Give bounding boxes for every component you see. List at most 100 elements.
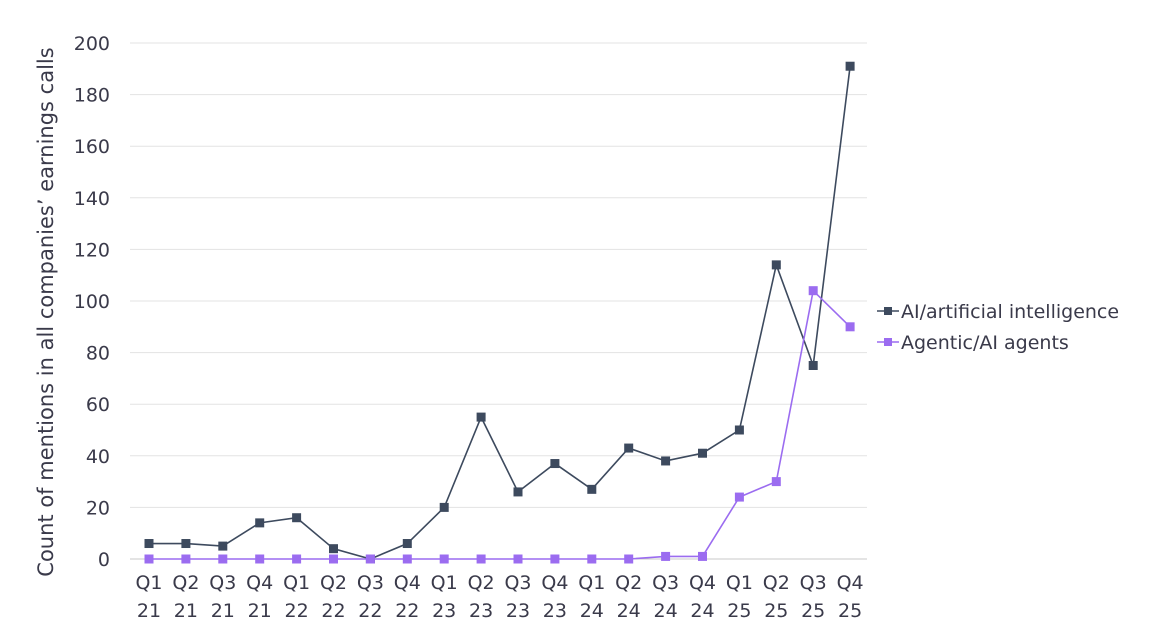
gridlines [130, 42, 867, 560]
x-tick-label-quarter: Q3 [209, 572, 236, 594]
x-tick-label-quarter: Q4 [541, 572, 568, 594]
x-axis-ticks: Q1 21 Q2 21 Q3 21 Q4 21 Q1 22 Q2 22 Q3 22 Q4 22 Q1 23 Q2 23… [135, 572, 863, 622]
data-point [771, 477, 781, 487]
x-tick-label-quarter: Q3 [504, 572, 531, 594]
x-tick-label-year: 21 [248, 600, 272, 622]
x-tick-label-year: 21 [211, 600, 235, 622]
y-tick-label: 60 [86, 394, 110, 416]
data-point [181, 554, 191, 564]
data-point [144, 554, 154, 564]
x-tick-label-quarter: Q4 [689, 572, 716, 594]
data-point [808, 361, 818, 370]
data-point [402, 554, 412, 564]
x-tick-label-year: 23 [543, 600, 567, 622]
x-tick-label-year: 22 [358, 600, 382, 622]
data-point [365, 554, 375, 564]
data-point [144, 539, 154, 549]
legend-marker [884, 338, 892, 346]
data-point [513, 554, 523, 564]
x-tick-label-quarter: Q2 [615, 572, 642, 594]
x-tick-label-year: 21 [137, 600, 161, 622]
x-tick-label-quarter: Q3 [800, 572, 827, 594]
legend: AI/artificial intelligence Agentic/AI age… [877, 301, 1119, 354]
x-tick-label-year: 25 [801, 600, 825, 622]
legend-label: Agentic/AI agents [901, 332, 1069, 354]
series-line [149, 289, 851, 560]
x-tick-label-quarter: Q2 [172, 572, 199, 594]
x-tick-label-year: 24 [690, 600, 714, 622]
y-tick-label: 140 [74, 188, 110, 210]
data-point [661, 456, 671, 466]
data-point [255, 554, 265, 564]
y-tick-label: 200 [74, 33, 110, 55]
data-point [513, 487, 523, 497]
data-point [734, 425, 744, 435]
series-2 [144, 286, 855, 564]
x-tick-label-quarter: Q3 [357, 572, 384, 594]
x-tick-label-year: 25 [764, 600, 788, 622]
data-point [218, 554, 228, 564]
data-point [329, 544, 338, 554]
x-tick-label-year: 24 [617, 600, 641, 622]
data-point [218, 541, 228, 551]
data-point [181, 539, 191, 549]
data-point [402, 539, 412, 549]
y-tick-label: 160 [74, 136, 110, 158]
legend-label: AI/artificial intelligence [901, 301, 1119, 323]
x-tick-label-quarter: Q3 [652, 572, 679, 594]
y-axis-label: Count of mentions in all companies’ earn… [34, 47, 58, 576]
data-point [698, 551, 707, 561]
data-point [292, 554, 302, 564]
data-point [255, 518, 265, 528]
series-1 [144, 61, 855, 564]
data-point [624, 443, 634, 453]
x-tick-label-quarter: Q1 [283, 572, 310, 594]
data-point [771, 260, 781, 270]
x-tick-label-quarter: Q1 [431, 572, 458, 594]
data-point [292, 513, 302, 523]
data-point [624, 554, 634, 564]
x-tick-label-quarter: Q1 [135, 572, 162, 594]
data-point [698, 448, 707, 458]
x-tick-label-year: 22 [321, 600, 345, 622]
x-tick-label-quarter: Q2 [320, 572, 347, 594]
y-tick-label: 0 [98, 549, 110, 571]
data-point [661, 551, 671, 561]
y-tick-label: 100 [74, 291, 110, 313]
x-tick-label-quarter: Q4 [246, 572, 273, 594]
data-point [439, 554, 449, 564]
x-tick-label-year: 23 [469, 600, 493, 622]
y-tick-label: 180 [74, 85, 110, 107]
x-tick-label-year: 24 [580, 600, 604, 622]
x-tick-label-year: 24 [654, 600, 678, 622]
x-tick-label-year: 25 [838, 600, 862, 622]
series-group [144, 61, 855, 564]
x-tick-label-year: 23 [506, 600, 530, 622]
y-tick-label: 120 [74, 239, 110, 261]
x-tick-label-year: 25 [727, 600, 751, 622]
data-point [845, 322, 855, 332]
series-line [149, 66, 851, 560]
x-tick-label-quarter: Q4 [394, 572, 421, 594]
legend-marker [884, 307, 892, 315]
x-tick-label-year: 22 [395, 600, 419, 622]
x-tick-label-quarter: Q1 [578, 572, 605, 594]
data-point [808, 286, 818, 296]
data-point [329, 554, 338, 564]
y-axis-ticks: 0 20 40 60 80 100 120 140 160 180 200 [74, 33, 110, 571]
x-tick-label-year: 23 [432, 600, 456, 622]
x-tick-label-quarter: Q4 [837, 572, 864, 594]
y-tick-label: 20 [86, 497, 110, 519]
y-tick-label: 80 [86, 343, 110, 365]
data-point [476, 554, 486, 564]
x-tick-label-year: 21 [174, 600, 198, 622]
data-point [439, 502, 449, 512]
data-point [550, 554, 560, 564]
x-tick-label-quarter: Q2 [468, 572, 495, 594]
data-point [550, 459, 560, 469]
x-tick-label-quarter: Q1 [726, 572, 753, 594]
x-tick-label-year: 22 [285, 600, 309, 622]
x-tick-label-quarter: Q2 [763, 572, 790, 594]
data-point [587, 554, 597, 564]
